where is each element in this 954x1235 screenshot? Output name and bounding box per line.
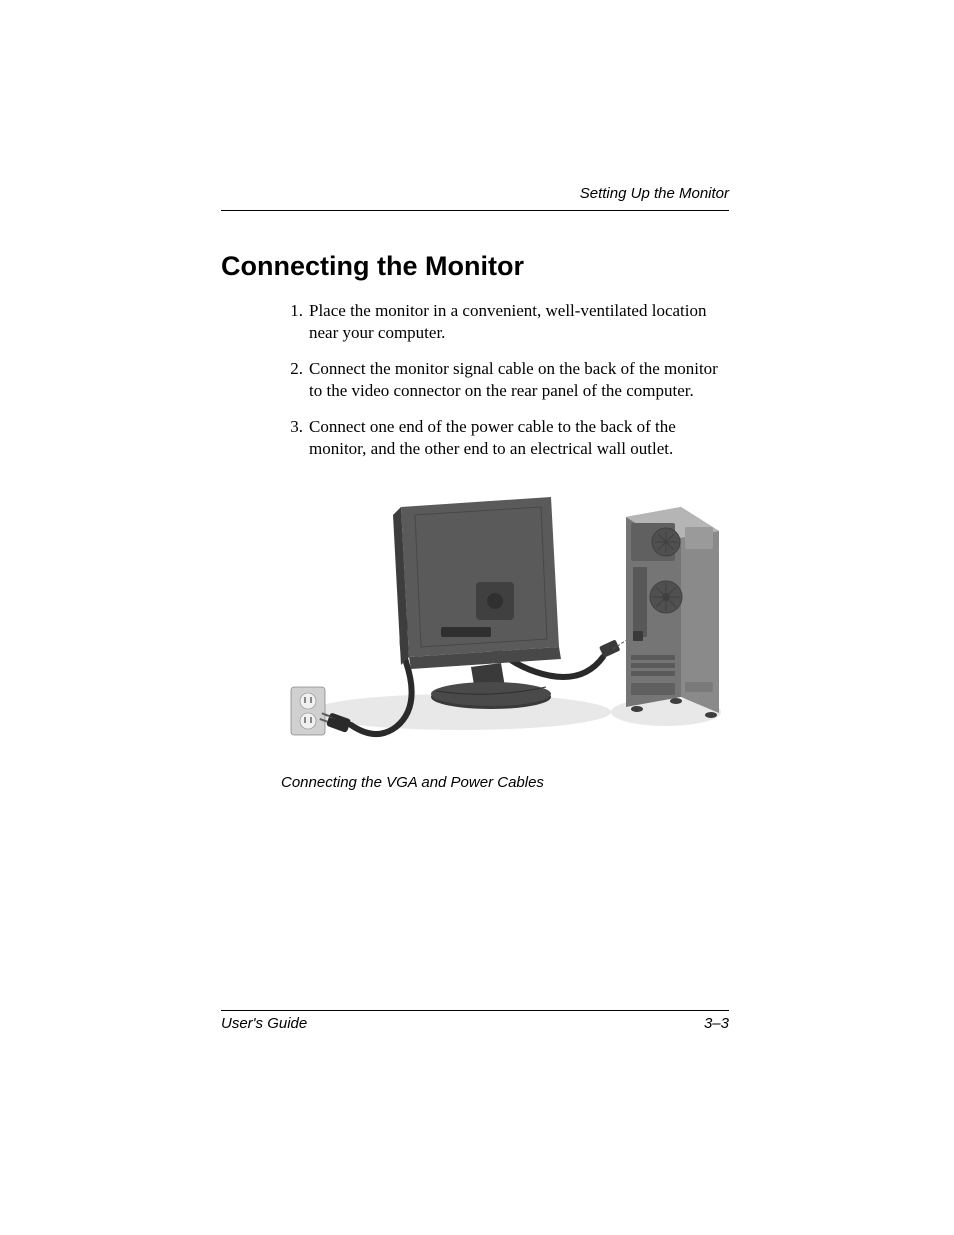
step-text: Connect one end of the power cable to th… (309, 416, 729, 460)
step-number: 2. (281, 358, 303, 402)
page-header: Setting Up the Monitor (221, 185, 729, 211)
footer-page-number: 3–3 (704, 1015, 729, 1032)
step-item: 3. Connect one end of the power cable to… (281, 416, 729, 460)
footer-guide-label: User's Guide (221, 1015, 307, 1032)
step-number: 1. (281, 300, 303, 344)
figure: Connecting the VGA and Power Cables (281, 487, 729, 791)
running-head: Setting Up the Monitor (580, 185, 729, 202)
connection-diagram-icon (281, 487, 726, 757)
steps-list: 1. Place the monitor in a convenient, we… (221, 300, 729, 461)
step-text: Connect the monitor signal cable on the … (309, 358, 729, 402)
section-title: Connecting the Monitor (221, 251, 729, 282)
step-item: 2. Connect the monitor signal cable on t… (281, 358, 729, 402)
figure-caption: Connecting the VGA and Power Cables (281, 774, 729, 791)
step-item: 1. Place the monitor in a convenient, we… (281, 300, 729, 344)
step-text: Place the monitor in a convenient, well-… (309, 300, 729, 344)
page-footer: User's Guide 3–3 (221, 1010, 729, 1032)
step-number: 3. (281, 416, 303, 460)
